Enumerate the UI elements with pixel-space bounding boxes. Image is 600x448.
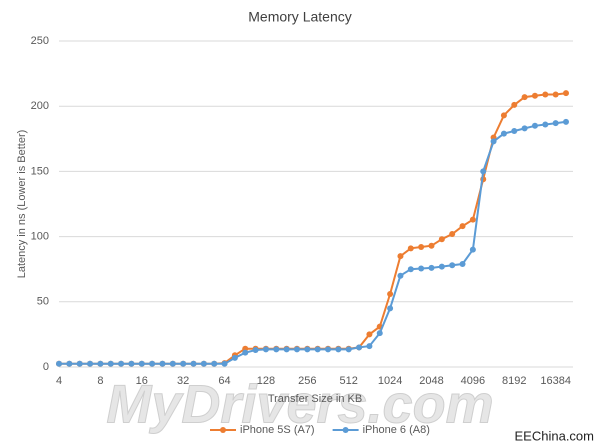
source: EEChina.com xyxy=(515,428,594,443)
data-point xyxy=(345,346,352,353)
data-point xyxy=(552,120,559,127)
data-point xyxy=(231,354,238,361)
data-point xyxy=(521,125,528,132)
data-point xyxy=(366,331,373,338)
legend-label: iPhone 5S (A7) xyxy=(240,424,315,436)
data-point xyxy=(128,360,135,367)
data-point xyxy=(531,122,538,129)
data-point xyxy=(293,346,300,353)
data-point xyxy=(428,242,435,249)
data-point xyxy=(283,346,290,353)
data-point xyxy=(76,360,83,367)
y-tick-label: 0 xyxy=(43,361,49,373)
data-point xyxy=(262,346,269,353)
y-tick-label: 50 xyxy=(37,296,49,308)
data-point xyxy=(159,360,166,367)
data-point xyxy=(118,360,125,367)
data-point xyxy=(438,263,445,270)
data-point xyxy=(335,346,342,353)
y-tick-label: 200 xyxy=(31,100,49,112)
data-point xyxy=(66,360,73,367)
x-tick-label: 16384 xyxy=(540,375,571,387)
data-point xyxy=(542,91,549,98)
data-point xyxy=(480,168,487,175)
series-line xyxy=(59,92,567,365)
data-point xyxy=(304,346,311,353)
legend-marker xyxy=(220,427,226,433)
data-point xyxy=(366,343,373,350)
x-tick-label: 8192 xyxy=(502,375,526,387)
data-point xyxy=(387,290,394,297)
y-tick-label: 150 xyxy=(31,165,49,177)
x-tick-label: 64 xyxy=(218,375,230,387)
chart-title: Memory Latency xyxy=(248,9,351,25)
x-tick-label: 1024 xyxy=(378,375,402,387)
data-point xyxy=(190,360,197,367)
data-point xyxy=(325,346,332,353)
legend-label: iPhone 6 (A8) xyxy=(363,424,430,436)
data-point xyxy=(449,262,456,269)
data-point xyxy=(252,347,259,354)
data-point xyxy=(500,130,507,137)
data-point xyxy=(376,330,383,337)
data-point xyxy=(469,246,476,253)
y-axis-label: Latency in ns (Lower is Better) xyxy=(16,130,28,279)
data-point xyxy=(149,360,156,367)
data-point xyxy=(180,360,187,367)
x-tick-label: 8 xyxy=(97,375,103,387)
data-point xyxy=(500,112,507,119)
data-point xyxy=(221,360,228,367)
data-point xyxy=(449,230,456,237)
x-tick-label: 128 xyxy=(257,375,275,387)
data-point xyxy=(511,101,518,108)
data-point xyxy=(418,244,425,251)
data-point xyxy=(511,127,518,134)
data-point xyxy=(563,118,569,125)
data-point xyxy=(459,223,466,230)
data-point xyxy=(397,272,404,279)
data-point xyxy=(242,349,249,356)
data-point xyxy=(387,305,394,312)
data-point xyxy=(563,90,569,97)
data-point xyxy=(397,253,404,260)
data-point xyxy=(211,360,218,367)
y-tick-label: 250 xyxy=(31,35,49,47)
data-point xyxy=(107,360,114,367)
y-tick-label: 100 xyxy=(31,231,49,243)
data-point xyxy=(314,346,321,353)
x-tick-label: 2048 xyxy=(419,375,443,387)
series-line xyxy=(59,120,567,365)
data-point xyxy=(407,245,414,252)
data-point xyxy=(531,92,538,99)
data-point xyxy=(273,346,280,353)
data-point xyxy=(97,360,104,367)
x-axis-label: Transfer Size in KB xyxy=(268,393,362,405)
x-tick-label: 4096 xyxy=(461,375,485,387)
watermark: MyDrivers.com xyxy=(106,374,493,434)
data-point xyxy=(459,260,466,267)
data-point xyxy=(418,265,425,272)
x-tick-label: 16 xyxy=(136,375,148,387)
x-tick-label: 512 xyxy=(340,375,358,387)
data-point xyxy=(356,344,363,351)
data-point xyxy=(87,360,94,367)
data-point xyxy=(490,138,497,145)
data-point xyxy=(428,264,435,271)
data-point xyxy=(169,360,176,367)
data-point xyxy=(438,236,445,243)
x-tick-label: 32 xyxy=(177,375,189,387)
data-point xyxy=(552,91,559,98)
data-point xyxy=(542,121,549,128)
data-point xyxy=(200,360,207,367)
data-point xyxy=(407,266,414,273)
data-point xyxy=(469,216,476,223)
x-tick-label: 256 xyxy=(298,375,316,387)
data-point xyxy=(56,360,62,367)
data-point xyxy=(521,94,528,101)
x-tick-label: 4 xyxy=(56,375,62,387)
data-point xyxy=(138,360,145,367)
legend-marker xyxy=(342,427,349,433)
